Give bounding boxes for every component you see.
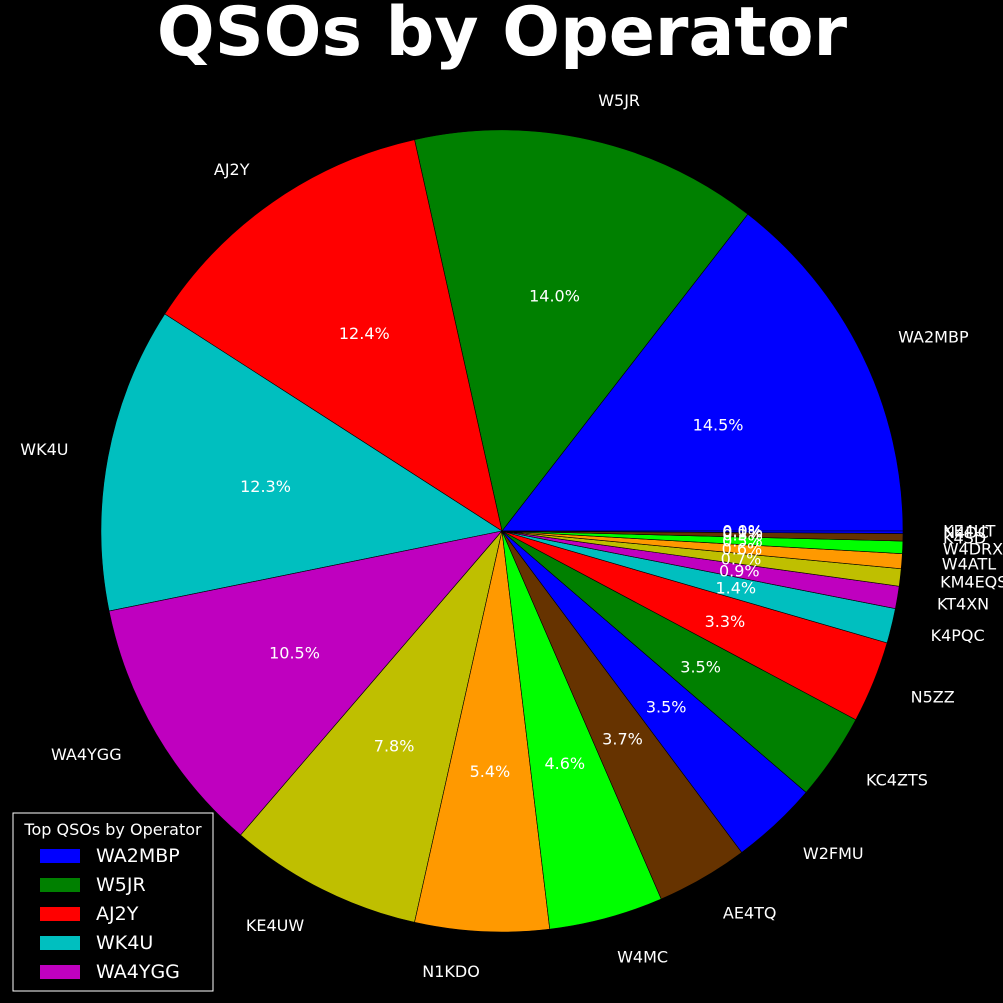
- slice-label-n5zz: N5ZZ: [911, 688, 955, 707]
- slice-label-wa2mbp: WA2MBP: [898, 327, 969, 346]
- pct-label-k4pqc: 1.4%: [715, 578, 756, 597]
- slice-label-w4atl: W4ATL: [942, 555, 996, 574]
- legend-title: Top QSOs by Operator: [23, 820, 202, 839]
- chart-title: QSOs by Operator: [157, 0, 848, 72]
- pct-label-kc4zts: 3.5%: [680, 657, 721, 676]
- slice-label-kc4zts: KC4ZTS: [866, 771, 928, 790]
- slice-label-ae4tq: AE4TQ: [723, 903, 777, 922]
- slice-label-wk4u: WK4U: [20, 440, 68, 459]
- pct-label-n4dc: 0.1%: [722, 522, 763, 541]
- pct-label-ke4uw: 7.8%: [374, 737, 415, 756]
- slice-label-k4pqc: K4PQC: [931, 626, 985, 645]
- pct-label-kt4xn: 0.9%: [719, 561, 760, 580]
- slice-label-n1kdo: N1KDO: [422, 962, 480, 981]
- legend-label-aj2y: AJ2Y: [96, 903, 139, 925]
- legend-frame: [12, 812, 214, 992]
- pct-label-k4sd: 0.3%: [722, 525, 763, 544]
- pie-slice-aj2y: [164, 139, 503, 532]
- pct-label-w2fmu: 3.5%: [646, 697, 687, 716]
- pie-slices: [100, 129, 904, 933]
- slice-label-w4mc: W4MC: [617, 947, 668, 966]
- slice-label-k4sd: K4SD: [943, 528, 986, 547]
- slice-label-w2fmu: W2FMU: [803, 844, 864, 863]
- pct-label-wa2mbp: 14.5%: [693, 416, 744, 435]
- legend-label-wk4u: WK4U: [96, 932, 153, 954]
- pie-labels: 14.5% WA2MBP 14.0% W5JR 12.4% AJ2Y 12.3% WK4U 10…: [20, 91, 1003, 981]
- pct-label-n1kdo: 5.4%: [470, 762, 511, 781]
- slice-label-km4eqs: KM4EQS: [940, 573, 1003, 592]
- pct-label-w4mc: 4.6%: [544, 754, 585, 773]
- legend-label-wa4ygg: WA4YGG: [96, 961, 180, 983]
- pie-slice-w5jr: [414, 129, 749, 532]
- pct-label-aj2y: 12.4%: [339, 324, 390, 343]
- legend-swatch-w5jr: [40, 878, 80, 892]
- slice-label-ke4uw: KE4UW: [246, 916, 304, 935]
- legend-entries: WA2MBP W5JR AJ2Y WK4U WA4YGG: [40, 845, 180, 983]
- pie-slice-wa2mbp: [501, 213, 904, 532]
- legend-swatch-wa4ygg: [40, 965, 80, 979]
- pct-label-w5jr: 14.0%: [529, 287, 580, 306]
- pct-label-ke4ut: 0.0%: [722, 522, 763, 541]
- pie-slice-n1kdo: [414, 530, 551, 933]
- pie-slice-ke4uw: [240, 530, 503, 923]
- slice-label-n4dc: N4DC: [943, 523, 989, 542]
- legend-swatch-wa2mbp: [40, 849, 80, 863]
- pct-label-n5zz: 3.3%: [705, 612, 746, 631]
- slice-label-wa4ygg: WA4YGG: [51, 745, 122, 764]
- legend-swatch-aj2y: [40, 907, 80, 921]
- slice-label-ke4ut: KE4UT: [943, 522, 995, 541]
- pie-slice-wa4ygg: [108, 530, 503, 836]
- pct-label-ae4tq: 3.7%: [602, 730, 643, 749]
- pie-slice-wk4u: [100, 313, 503, 612]
- legend-label-w5jr: W5JR: [96, 874, 146, 896]
- slice-label-w4drx: W4DRX: [943, 540, 1003, 559]
- pie-slice-n4dc: [501, 530, 904, 534]
- slice-label-kt4xn: KT4XN: [937, 595, 989, 614]
- pct-label-w4atl: 0.6%: [722, 540, 763, 559]
- pct-label-wk4u: 12.3%: [240, 477, 291, 496]
- pct-label-km4eqs: 0.7%: [721, 549, 762, 568]
- legend: Top QSOs by Operator WA2MBPW5JRAJ2YWK4UW…: [12, 812, 214, 992]
- legend-swatch-wk4u: [40, 936, 80, 950]
- legend-label-wa2mbp: WA2MBP: [96, 845, 180, 867]
- pct-label-wa4ygg: 10.5%: [269, 643, 320, 662]
- slice-label-aj2y: AJ2Y: [214, 160, 250, 179]
- pct-label-w4drx: 0.5%: [722, 531, 763, 550]
- slice-label-w5jr: W5JR: [598, 91, 640, 110]
